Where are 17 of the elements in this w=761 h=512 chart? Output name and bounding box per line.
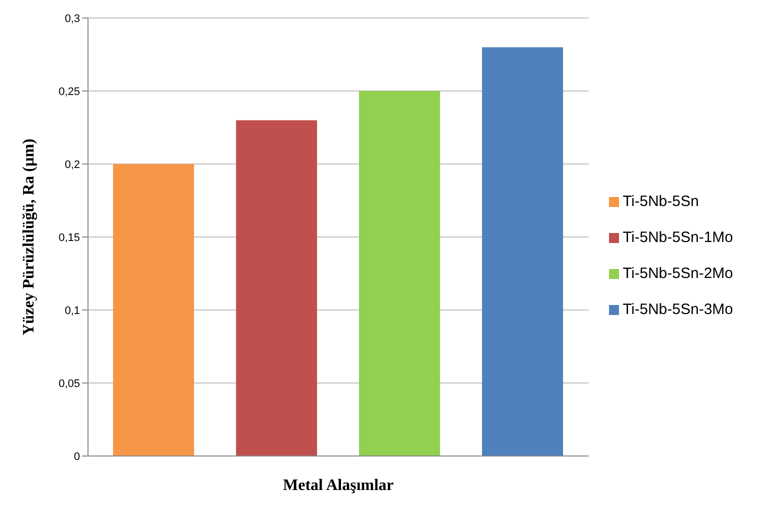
bar [113,164,194,456]
y-tick-label: 0,15 [58,232,80,244]
legend-label: Ti-5Nb-5Sn-3Mo [622,301,733,318]
legend-label: Ti-5Nb-5Sn-1Mo [622,229,733,246]
y-tick-label: 0,05 [58,378,80,390]
x-axis-title: Metal Alaşımlar [283,477,394,494]
y-axis-title: Yüzey Pürüzlülüğü, Ra (µm) [20,138,38,336]
bar [236,120,318,456]
legend-label: Ti-5Nb-5Sn [622,193,699,210]
y-tick-label: 0 [74,450,80,463]
y-tick-label: 0,2 [64,158,80,171]
y-tick-label: 0,1 [64,304,80,317]
y-tick-label: 0,25 [58,86,80,98]
legend-label: Ti-5Nb-5Sn-2Mo [622,265,733,282]
bar [359,91,440,456]
bar [482,47,564,456]
y-tick-label: 0,3 [64,12,80,25]
